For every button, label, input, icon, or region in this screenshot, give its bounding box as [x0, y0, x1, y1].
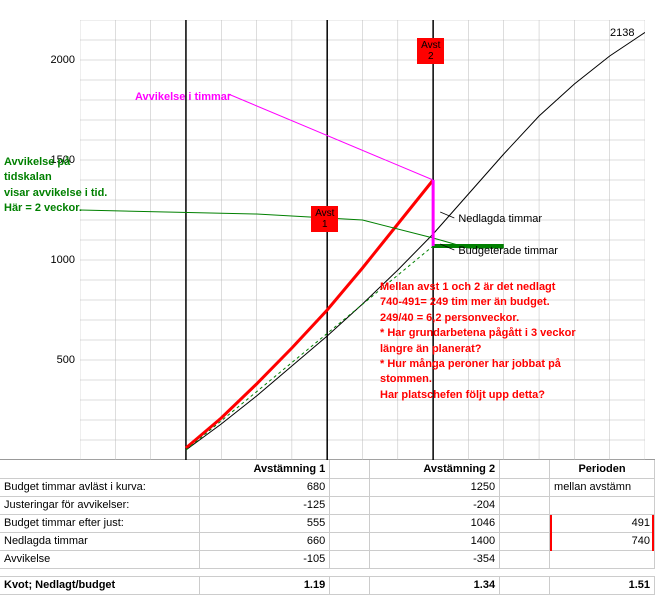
table-row: Avvikelse-105 -354: [0, 550, 655, 568]
ytick-label: 2000: [35, 54, 75, 66]
row-c3: 491: [550, 514, 655, 532]
table-row: Justeringar för avvikelser:-125 -204: [0, 496, 655, 514]
row-label: Nedlagda timmar: [0, 532, 200, 550]
row-label: Budget timmar avläst i kurva:: [0, 478, 200, 496]
row-c1: 660: [200, 532, 330, 550]
kvot-c1: 1.19: [200, 576, 330, 594]
col-header-2: Avstämning 2: [370, 460, 500, 478]
end-value-label: 2138: [610, 26, 634, 41]
row-c2: -354: [370, 550, 500, 568]
row-label: Avvikelse: [0, 550, 200, 568]
row-c1: 555: [200, 514, 330, 532]
row-c2: -204: [370, 496, 500, 514]
red-annotation: Mellan avst 1 och 2 är det nedlagt740-49…: [380, 280, 576, 403]
row-label: Budget timmar efter just:: [0, 514, 200, 532]
row-c3: 740: [550, 532, 655, 550]
kvot-c2: 1.34: [370, 576, 500, 594]
row-c1: -125: [200, 496, 330, 514]
kvot-label: Kvot; Nedlagt/budget: [0, 576, 200, 594]
chart-area: 5001000150020002138Nedlagda timmarBudget…: [0, 0, 655, 460]
series-label: Nedlagda timmar: [458, 212, 542, 227]
row-c3: mellan avstämn: [550, 478, 655, 496]
series-label: Budgeterade timmar: [458, 244, 558, 259]
table-row: Nedlagda timmar660 1400 740: [0, 532, 655, 550]
ytick-label: 1000: [35, 254, 75, 266]
row-c2: 1400: [370, 532, 500, 550]
col-header-3: Perioden: [550, 460, 655, 478]
col-header-1: Avstämning 1: [200, 460, 330, 478]
avst2-marker: Avst2: [417, 38, 444, 64]
green-annotation: Avvikelse påtidskalanvisar avvikelse i t…: [4, 155, 107, 217]
avst1-marker: Avst1: [311, 206, 338, 232]
ytick-label: 500: [35, 354, 75, 366]
row-c2: 1046: [370, 514, 500, 532]
table-row: Budget timmar avläst i kurva:680 1250 mell…: [0, 478, 655, 496]
row-c1: 680: [200, 478, 330, 496]
row-c3: [550, 496, 655, 514]
row-c2: 1250: [370, 478, 500, 496]
row-c1: -105: [200, 550, 330, 568]
kvot-c3: 1.51: [550, 576, 655, 594]
row-label: Justeringar för avvikelser:: [0, 496, 200, 514]
data-table: Avstämning 1 Avstämning 2 Perioden Budge…: [0, 460, 655, 595]
magenta-annotation: Avvikelse i timmar: [135, 90, 231, 105]
row-c3: [550, 550, 655, 568]
table-row: Budget timmar efter just:555 1046 491: [0, 514, 655, 532]
